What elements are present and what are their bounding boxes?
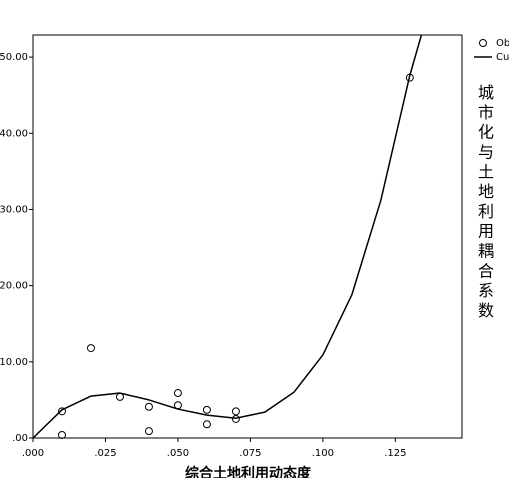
legend-marker <box>479 39 487 47</box>
y-tick-label: 40.00 <box>0 128 28 139</box>
point <box>231 407 240 416</box>
x-axis-title: 综合土地利用动态度 <box>185 465 312 478</box>
x-tick-label: .075 <box>239 448 261 459</box>
point <box>144 427 153 436</box>
y-tick-label: 30.00 <box>0 204 28 215</box>
y-tick-label: 10.00 <box>0 357 28 368</box>
point <box>144 402 153 411</box>
y-tick-label: 20.00 <box>0 281 28 292</box>
point <box>57 407 66 416</box>
fit-line <box>33 35 423 438</box>
legend-label: Cu <box>496 52 509 63</box>
x-tick-label: .050 <box>167 448 189 459</box>
y-axis-title: 城市化与土地利用耦合系数 <box>475 84 494 322</box>
point <box>231 414 240 423</box>
point <box>173 389 182 398</box>
x-tick-label: .025 <box>94 448 116 459</box>
point <box>202 420 211 429</box>
point <box>86 344 95 353</box>
y-tick-label: 50.00 <box>0 52 28 63</box>
point <box>57 430 66 439</box>
x-tick-label: .100 <box>312 448 334 459</box>
legend-label: Ob <box>496 38 509 49</box>
y-tick-label: .00 <box>12 433 28 444</box>
plot-frame <box>32 34 463 439</box>
x-tick-label: .000 <box>22 448 44 459</box>
point <box>202 405 211 414</box>
x-tick-label: .125 <box>384 448 406 459</box>
